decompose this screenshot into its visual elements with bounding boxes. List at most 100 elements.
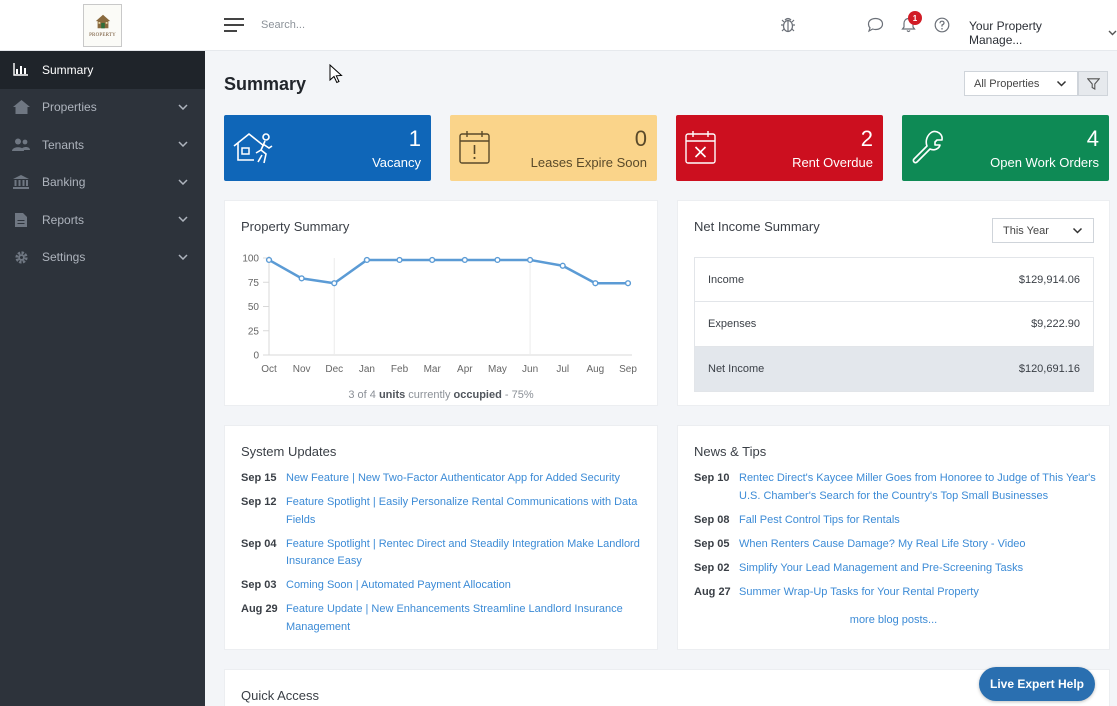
x-tick-label: Aug <box>586 364 604 375</box>
y-tick-label: 50 <box>248 302 260 313</box>
update-date: Aug 29 <box>241 603 278 615</box>
bug-report-icon[interactable] <box>780 16 796 38</box>
more-blog-posts-link[interactable]: more blog posts... <box>849 614 938 626</box>
sidebar-item-label: Tenants <box>42 137 85 152</box>
account-menu[interactable]: Your Property Manage... <box>969 19 1117 47</box>
sidebar-item-summary[interactable]: Summary <box>0 51 205 89</box>
live-expert-help-button[interactable]: Live Expert Help <box>979 667 1095 701</box>
update-link[interactable]: Feature Spotlight | Easily Personalize R… <box>286 496 638 526</box>
y-tick-label: 75 <box>248 278 260 289</box>
system-updates-panel: System Updates Sep 15 New Feature | New T… <box>224 425 658 650</box>
work-orders-label: Open Work Orders <box>990 155 1099 170</box>
topbar: 1 Your Property Manage... <box>205 0 1117 51</box>
data-point <box>526 256 534 264</box>
income-table: Income $129,914.06 Expenses $9,222.90 Ne… <box>694 257 1094 392</box>
chevron-down-icon <box>178 214 188 225</box>
sidebar-item-reports[interactable]: Reports <box>0 201 205 239</box>
work-orders-card[interactable]: 4 Open Work Orders <box>902 115 1109 181</box>
leases-expire-count: 0 <box>634 126 647 151</box>
sidebar-item-settings[interactable]: Settings <box>0 239 205 277</box>
y-tick-label: 25 <box>248 326 260 337</box>
filter-icon <box>1086 77 1100 90</box>
system-updates-list: Sep 15 New Feature | New Two-Factor Authe… <box>241 470 651 643</box>
x-tick-label: Apr <box>457 364 473 375</box>
users-icon <box>12 138 30 152</box>
x-tick-label: Jan <box>359 364 375 375</box>
mouse-cursor-icon <box>329 64 343 84</box>
leases-expire-card[interactable]: 0 Leases Expire Soon <box>450 115 657 181</box>
net-income-label: Net Income <box>708 362 765 375</box>
list-item: Sep 03 Coming Soon | Automated Payment Al… <box>241 577 651 595</box>
chart-icon <box>12 63 30 77</box>
occupancy-text: 3 of 4 units currently occupied - 75% <box>225 389 657 401</box>
sidebar-item-label: Summary <box>42 62 94 77</box>
news-link[interactable]: Summer Wrap-Up Tasks for Your Rental Pro… <box>739 585 979 598</box>
filter-button[interactable] <box>1078 71 1108 96</box>
update-date: Sep 03 <box>241 579 277 591</box>
net-income-row[interactable]: Net Income $120,691.16 <box>695 346 1093 391</box>
quick-access-title: Quick Access <box>241 688 320 703</box>
help-icon[interactable] <box>934 17 950 38</box>
sidebar-item-properties[interactable]: Properties <box>0 89 205 127</box>
list-item: Sep 02 Simplify Your Lead Management and … <box>694 560 1104 578</box>
account-name: Your Property Manage... <box>969 19 1042 47</box>
list-item: Sep 04 Feature Spotlight | Rentec Direct … <box>241 536 651 571</box>
list-item: Sep 10 Rentec Direct's Kaycee Miller Goes… <box>694 470 1104 505</box>
news-date: Sep 10 <box>694 472 730 484</box>
wrench-icon <box>910 129 946 170</box>
x-tick-label: Feb <box>391 364 409 375</box>
income-row[interactable]: Income $129,914.06 <box>695 258 1093 303</box>
page-title: Summary <box>224 74 307 94</box>
rent-overdue-label: Rent Overdue <box>792 155 873 170</box>
x-tick-label: Sep <box>619 364 637 375</box>
occupancy-pre: 3 of 4 <box>348 389 379 401</box>
net-income-value: $120,691.16 <box>1018 362 1080 375</box>
period-value: This Year <box>1003 224 1049 237</box>
update-link[interactable]: Feature Spotlight | Rentec Direct and St… <box>286 537 640 568</box>
data-point <box>298 275 305 282</box>
chat-icon[interactable] <box>867 17 884 38</box>
net-income-panel: Net Income Summary This Year Income $129… <box>677 200 1110 406</box>
vacancy-card[interactable]: 1 Vacancy <box>224 115 431 181</box>
menu-toggle-icon[interactable] <box>224 14 244 36</box>
rent-overdue-card[interactable]: 2 Rent Overdue <box>676 115 883 181</box>
expenses-row[interactable]: Expenses $9,222.90 <box>695 302 1093 347</box>
chevron-down-icon <box>178 252 188 263</box>
update-link[interactable]: Feature Update | New Enhancements Stream… <box>286 603 623 633</box>
list-item: Sep 15 New Feature | New Two-Factor Authe… <box>241 470 651 488</box>
sidebar-item-label: Reports <box>42 212 85 227</box>
work-orders-count: 4 <box>1086 126 1099 151</box>
chevron-down-icon <box>178 177 188 188</box>
income-value: $129,914.06 <box>1018 273 1080 286</box>
occupancy-units: units <box>378 389 406 401</box>
sidebar-item-banking[interactable]: Banking <box>0 164 205 202</box>
series-line <box>268 258 628 285</box>
search-input[interactable] <box>261 19 461 31</box>
news-link[interactable]: Rentec Direct's Kaycee Miller Goes from … <box>739 472 1096 502</box>
x-tick-label: Jul <box>556 364 569 375</box>
company-logo[interactable]: PROPERTY <box>83 3 122 47</box>
notification-badge: 1 <box>908 11 922 25</box>
list-item: Sep 12 Feature Spotlight | Easily Persona… <box>241 494 651 529</box>
list-item: Aug 29 Feature Update | New Enhancements … <box>241 601 651 636</box>
property-filter-select[interactable]: All Properties <box>964 71 1078 96</box>
calendar-x-icon <box>684 129 718 170</box>
expenses-value: $9,222.90 <box>1031 317 1080 330</box>
update-link[interactable]: New Feature | New Two-Factor Authenticat… <box>286 472 621 484</box>
y-tick-label: 0 <box>253 351 259 362</box>
logo-area: PROPERTY <box>0 0 205 51</box>
update-link[interactable]: Coming Soon | Automated Payment Allocati… <box>286 579 511 591</box>
calendar-alert-icon <box>458 129 492 170</box>
y-tick-label: 100 <box>242 254 259 265</box>
sidebar-item-tenants[interactable]: Tenants <box>0 126 205 164</box>
news-link[interactable]: Fall Pest Control Tips for Rentals <box>739 513 900 526</box>
list-item: Sep 05 When Renters Cause Damage? My Real… <box>694 536 1104 554</box>
update-date: Sep 04 <box>241 537 277 550</box>
period-select[interactable]: This Year <box>992 218 1094 243</box>
list-item: Sep 08 Fall Pest Control Tips for Rentals <box>694 512 1104 530</box>
x-tick-label: Mar <box>424 364 442 375</box>
sidebar-item-label: Banking <box>42 175 86 190</box>
news-link[interactable]: Simplify Your Lead Management and Pre-Sc… <box>739 561 1024 574</box>
news-link[interactable]: When Renters Cause Damage? My Real Life … <box>739 537 1026 550</box>
document-icon <box>12 212 30 227</box>
